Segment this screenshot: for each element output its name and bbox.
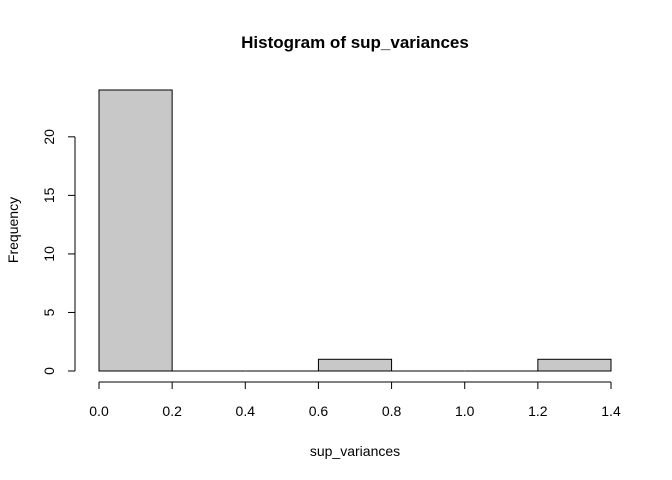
x-axis-label: sup_variances xyxy=(310,443,400,459)
y-tick-label-2: 10 xyxy=(41,246,57,262)
y-tick-label-3: 15 xyxy=(41,187,57,203)
histogram-bar-6 xyxy=(537,358,612,372)
histogram-bar-3 xyxy=(317,358,393,372)
histogram-bar-0 xyxy=(98,89,173,372)
y-tick-label-0: 0 xyxy=(41,367,57,375)
x-tick-label-7: 1.4 xyxy=(601,403,621,419)
y-axis-label: Frequency xyxy=(5,197,21,263)
x-axis: 0.0 0.2 0.4 0.6 0.8 1.0 1.2 1.4 xyxy=(89,381,621,419)
histogram-bars xyxy=(98,89,612,372)
x-tick-label-2: 0.4 xyxy=(236,403,256,419)
x-tick-label-1: 0.2 xyxy=(162,403,182,419)
y-tick-label-4: 20 xyxy=(41,129,57,145)
chart-title: Histogram of sup_variances xyxy=(241,33,469,52)
x-tick-label-0: 0.0 xyxy=(89,403,109,419)
x-tick-label-5: 1.0 xyxy=(455,403,475,419)
x-tick-label-4: 0.8 xyxy=(382,403,402,419)
y-tick-label-1: 5 xyxy=(41,308,57,316)
x-tick-label-6: 1.2 xyxy=(528,403,548,419)
y-axis: 0 5 10 15 20 xyxy=(41,129,76,375)
x-tick-label-3: 0.6 xyxy=(309,403,329,419)
